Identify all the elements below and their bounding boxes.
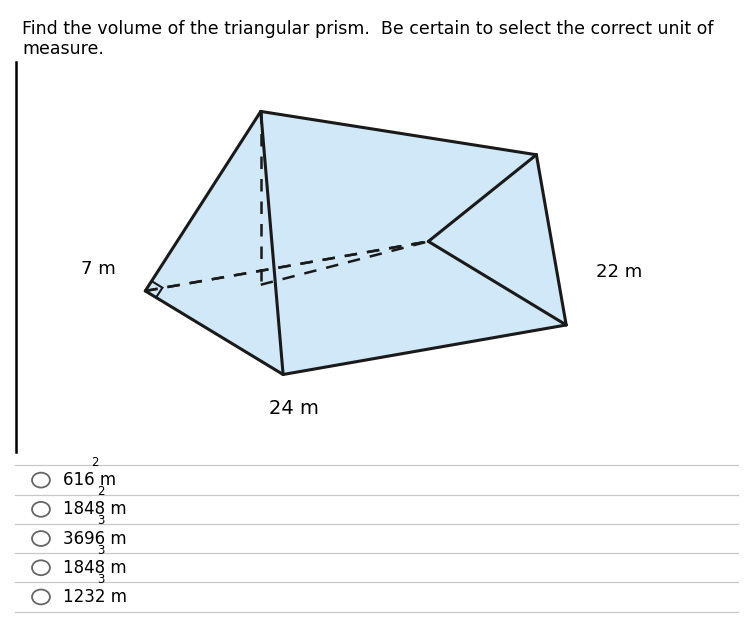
Polygon shape	[145, 111, 283, 374]
Text: 1848 m: 1848 m	[63, 559, 127, 577]
Text: 616 m: 616 m	[63, 471, 116, 489]
Polygon shape	[145, 241, 566, 374]
Text: 3: 3	[97, 543, 104, 556]
Text: 2: 2	[97, 485, 104, 498]
Text: 3: 3	[97, 573, 104, 586]
Polygon shape	[428, 155, 566, 325]
Text: 3: 3	[97, 514, 104, 527]
Text: 2: 2	[91, 456, 99, 469]
Text: 1848 m: 1848 m	[63, 500, 127, 518]
Text: 7 m: 7 m	[80, 260, 115, 279]
Text: 24 m: 24 m	[270, 399, 319, 418]
Text: 22 m: 22 m	[596, 263, 642, 282]
Text: 3696 m: 3696 m	[63, 529, 127, 548]
Polygon shape	[145, 111, 536, 291]
Text: 1232 m: 1232 m	[63, 588, 127, 606]
Text: Find the volume of the triangular prism.  Be certain to select the correct unit : Find the volume of the triangular prism.…	[22, 20, 714, 38]
Text: measure.: measure.	[22, 40, 104, 58]
